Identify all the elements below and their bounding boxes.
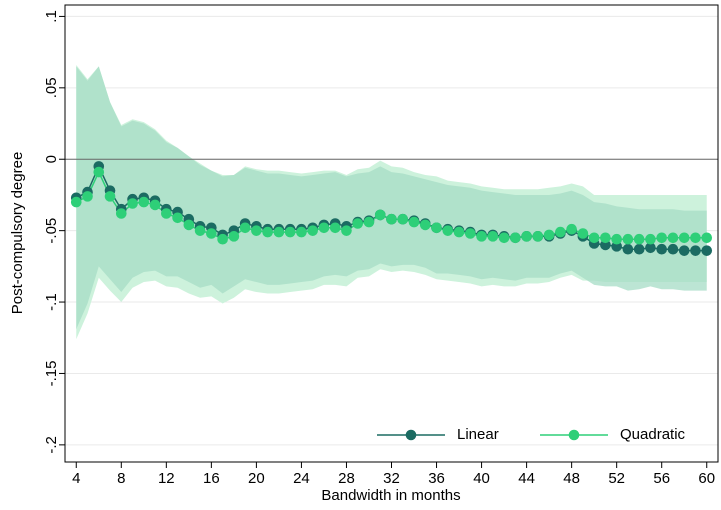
marker	[419, 219, 431, 231]
marker	[82, 191, 93, 202]
marker	[701, 232, 713, 244]
marker	[329, 222, 341, 234]
x-tick-label: 40	[473, 470, 490, 487]
marker	[588, 232, 600, 244]
marker	[104, 191, 116, 202]
marker	[566, 223, 577, 235]
marker	[577, 228, 589, 239]
x-tick-label: 32	[383, 470, 400, 487]
x-tick-label: 52	[608, 470, 625, 487]
marker	[352, 218, 364, 229]
y-tick-label: .1	[43, 10, 60, 23]
x-tick-label: 36	[428, 470, 445, 487]
marker	[622, 243, 634, 255]
y-tick-label: -.05	[43, 218, 60, 244]
plot-frame	[64, 4, 719, 463]
marker	[498, 232, 510, 244]
marker	[431, 222, 442, 234]
marker	[690, 245, 701, 256]
marker	[363, 216, 375, 228]
marker	[645, 242, 656, 254]
y-tick-label: -.2	[43, 436, 60, 454]
marker	[206, 228, 217, 239]
marker	[183, 219, 195, 231]
marker	[510, 232, 521, 244]
marker	[307, 225, 318, 236]
x-tick-label: 12	[158, 470, 175, 487]
legend-label: Quadratic	[620, 426, 686, 443]
marker	[251, 225, 262, 236]
marker	[532, 231, 544, 242]
marker	[262, 226, 273, 238]
y-tick-label: -.1	[43, 293, 60, 311]
legend-label: Linear	[457, 426, 499, 443]
marker	[701, 245, 713, 256]
x-tick-label: 28	[338, 470, 355, 487]
y-tick-label: 0	[43, 155, 60, 163]
marker	[543, 229, 555, 241]
x-tick-label: 44	[518, 470, 535, 487]
x-tick-label: 20	[248, 470, 265, 487]
marker	[273, 226, 285, 238]
marker	[678, 232, 690, 244]
x-tick-label: 24	[293, 470, 310, 487]
x-tick-label: 8	[117, 470, 125, 487]
marker	[442, 225, 454, 236]
ci-band	[76, 66, 707, 330]
marker	[408, 216, 420, 228]
marker	[656, 232, 668, 244]
marker	[318, 222, 330, 234]
legend-marker	[405, 429, 417, 441]
x-axis-label: Bandwidth in months	[321, 487, 460, 504]
marker	[93, 166, 105, 178]
y-tick-label: .05	[43, 77, 60, 98]
marker	[667, 243, 679, 255]
marker	[228, 231, 240, 242]
marker	[465, 228, 476, 239]
marker	[678, 245, 690, 256]
marker	[115, 208, 127, 219]
marker	[487, 231, 499, 242]
marker	[476, 231, 487, 242]
marker	[284, 226, 296, 238]
marker	[690, 232, 701, 244]
marker	[397, 213, 409, 225]
y-tick-label: -.15	[43, 361, 60, 387]
y-axis-label: Post-compulsory degree	[9, 152, 26, 315]
marker	[633, 233, 645, 245]
marker	[149, 199, 161, 211]
marker	[521, 231, 532, 242]
marker	[296, 226, 307, 238]
x-tick-label: 56	[653, 470, 670, 487]
marker	[656, 243, 668, 255]
marker	[555, 226, 566, 238]
marker	[217, 233, 228, 245]
marker	[194, 225, 206, 236]
marker	[161, 208, 172, 219]
marker	[239, 222, 251, 234]
x-tick-label: 60	[698, 470, 715, 487]
marker	[374, 209, 386, 221]
x-tick-label: 16	[203, 470, 220, 487]
marker	[341, 225, 352, 236]
marker	[386, 213, 397, 225]
marker	[127, 198, 138, 209]
marker	[172, 212, 183, 224]
marker	[453, 226, 465, 238]
marker	[138, 196, 150, 208]
marker	[667, 232, 679, 244]
marker	[611, 233, 622, 245]
x-tick-label: 48	[563, 470, 580, 487]
legend-marker	[568, 429, 580, 441]
marker	[633, 243, 645, 255]
marker	[645, 233, 656, 245]
marker	[70, 196, 82, 208]
marker	[622, 233, 634, 245]
x-tick-label: 4	[72, 470, 80, 487]
marker	[600, 232, 611, 244]
